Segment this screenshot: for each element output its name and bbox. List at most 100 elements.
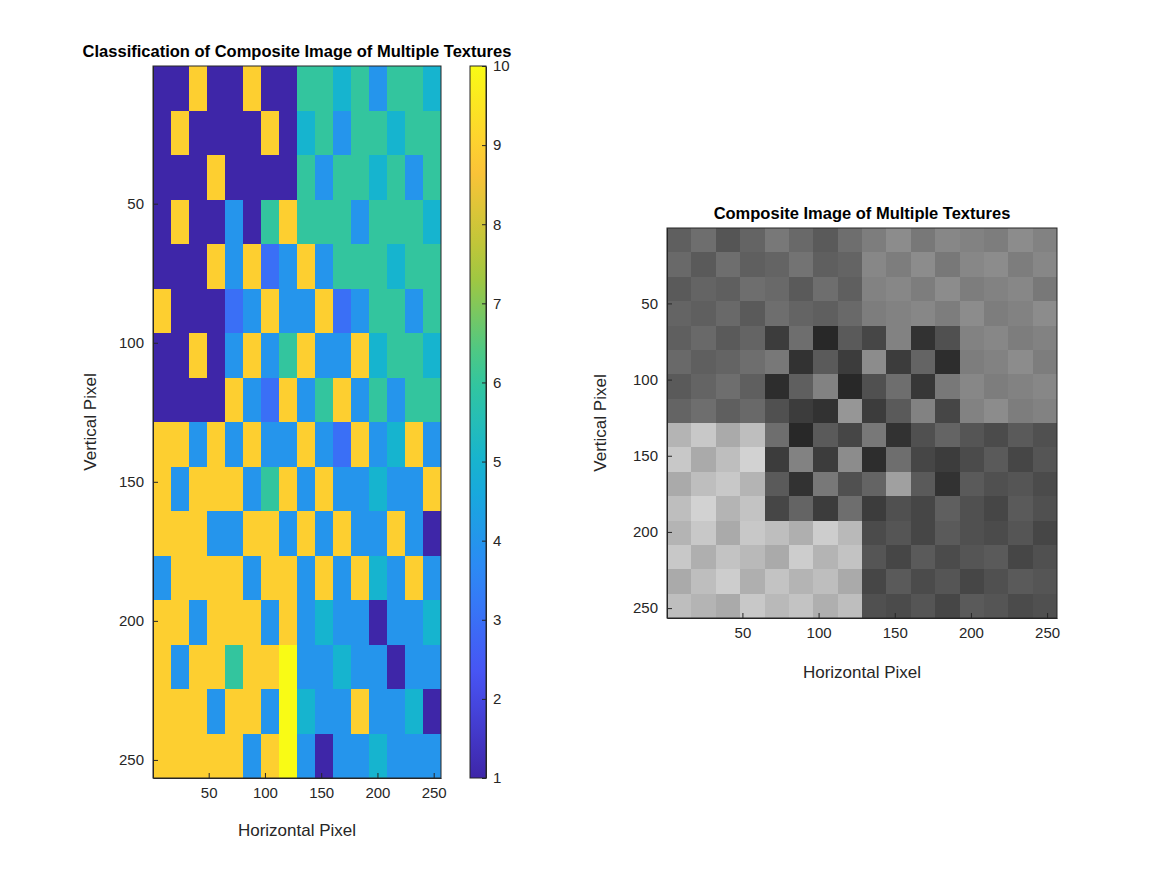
cell	[813, 594, 838, 618]
cell	[667, 521, 692, 546]
tick-label: 4	[493, 532, 501, 549]
cell	[279, 66, 298, 111]
cell	[297, 66, 316, 111]
cell	[351, 600, 370, 645]
figure: 501001502002505010015020025012345678910C…	[0, 0, 1167, 875]
cell	[171, 467, 190, 512]
cell	[1033, 301, 1057, 326]
axis-line	[153, 67, 154, 779]
cell	[207, 734, 226, 779]
cell	[315, 111, 334, 156]
cell	[225, 422, 244, 467]
cell	[153, 289, 172, 334]
cell	[838, 350, 863, 375]
cell	[423, 645, 441, 690]
cell	[405, 155, 424, 200]
tick-label: 8	[493, 216, 501, 233]
tick-label: 150	[119, 473, 144, 490]
cell	[189, 422, 208, 467]
cell	[1033, 594, 1057, 618]
cell	[667, 252, 692, 277]
tick-mark	[153, 482, 158, 483]
cell	[838, 374, 863, 399]
cell	[789, 423, 814, 448]
cell	[911, 228, 936, 253]
cell	[243, 289, 262, 334]
cell	[225, 244, 244, 289]
cell	[189, 289, 208, 334]
cell	[984, 472, 1009, 497]
cell	[960, 228, 985, 253]
cell	[1033, 423, 1057, 448]
tick-mark	[482, 303, 486, 304]
cell	[765, 301, 790, 326]
cell	[315, 645, 334, 690]
cell	[387, 600, 406, 645]
cell	[740, 350, 765, 375]
axis-line	[154, 778, 442, 779]
cell	[740, 277, 765, 302]
cell	[171, 155, 190, 200]
cell	[862, 228, 887, 253]
cell	[911, 350, 936, 375]
cell	[667, 496, 692, 521]
tick: 150	[309, 773, 334, 801]
cell	[691, 472, 716, 497]
cell	[935, 228, 960, 253]
cell	[153, 734, 172, 779]
cell	[862, 399, 887, 424]
cell	[716, 301, 741, 326]
tick-mark	[667, 456, 672, 457]
cell	[387, 467, 406, 512]
cell	[838, 594, 863, 618]
tick: 250	[119, 751, 158, 768]
cell	[667, 569, 692, 594]
cell	[171, 734, 190, 779]
cell	[716, 228, 741, 253]
cell	[862, 545, 887, 570]
cell	[765, 496, 790, 521]
cell	[279, 645, 298, 690]
cell	[935, 545, 960, 570]
cell	[740, 423, 765, 448]
cell	[960, 569, 985, 594]
cell	[225, 155, 244, 200]
cell	[1008, 399, 1033, 424]
cell	[789, 447, 814, 472]
tick-mark	[482, 699, 486, 700]
cell	[351, 66, 370, 111]
cell	[351, 111, 370, 156]
cell	[207, 66, 226, 111]
tick-label: 150	[883, 624, 908, 641]
cell	[225, 689, 244, 734]
cell	[838, 447, 863, 472]
tick-mark	[482, 778, 486, 779]
cell	[667, 545, 692, 570]
cell	[207, 645, 226, 690]
tick-mark	[482, 462, 486, 463]
tick: 150	[119, 473, 158, 490]
cell	[405, 200, 424, 245]
cell	[1033, 228, 1057, 253]
cell	[315, 467, 334, 512]
cell	[297, 200, 316, 245]
cell	[1033, 569, 1057, 594]
cell	[423, 556, 441, 601]
cell	[333, 378, 352, 423]
cell	[789, 521, 814, 546]
cell	[862, 301, 887, 326]
cell	[315, 200, 334, 245]
cell	[189, 467, 208, 512]
cell	[189, 155, 208, 200]
cell	[153, 66, 172, 111]
cell	[189, 645, 208, 690]
cell	[691, 374, 716, 399]
cell	[351, 378, 370, 423]
cell	[838, 521, 863, 546]
cell	[862, 374, 887, 399]
cell	[423, 200, 441, 245]
cell	[315, 600, 334, 645]
cell	[315, 244, 334, 289]
cell	[297, 734, 316, 779]
cell	[984, 594, 1009, 618]
